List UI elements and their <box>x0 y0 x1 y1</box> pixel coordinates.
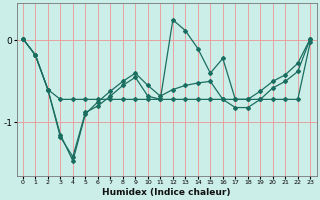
X-axis label: Humidex (Indice chaleur): Humidex (Indice chaleur) <box>102 188 231 197</box>
